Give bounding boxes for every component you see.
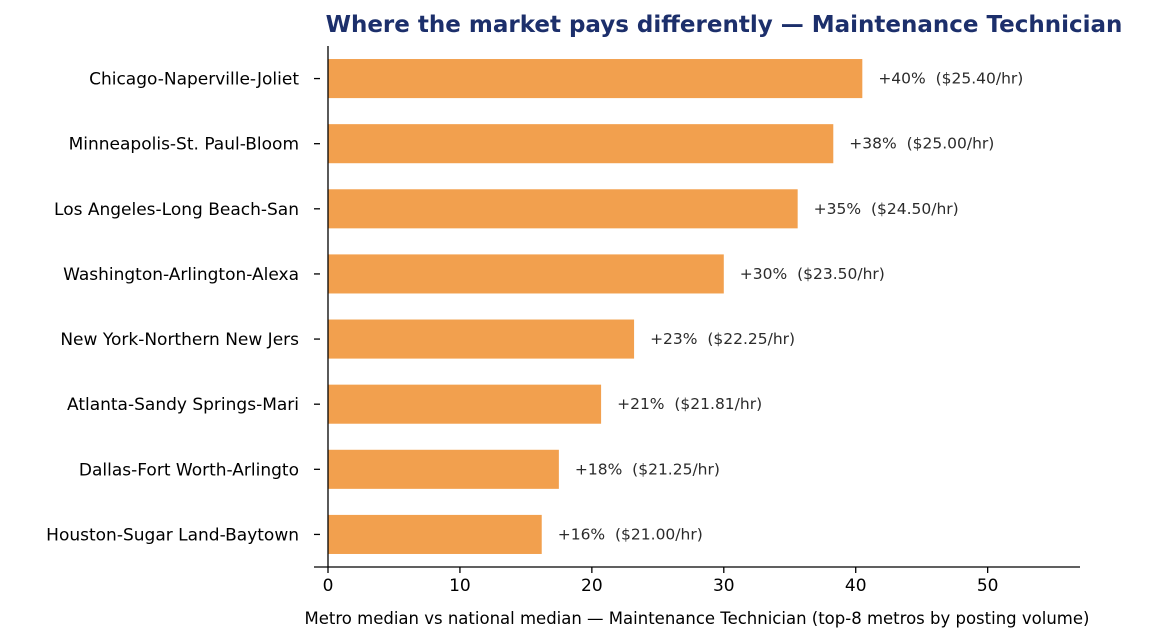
category-label: Washington-Arlington-Alexa [63,265,299,285]
category-label: Atlanta-Sandy Springs-Mari [67,395,299,415]
x-tick-label: 10 [449,576,471,596]
category-label: Chicago-Naperville-Joliet [89,70,299,90]
category-label: Dallas-Fort Worth-Arlingto [79,460,299,480]
chart-title: Where the market pays differently — Main… [326,12,1123,38]
data-label: +30% ($23.50/hr) [740,265,885,283]
data-label: +18% ($21.25/hr) [575,460,720,478]
bar [328,319,635,359]
data-label: +16% ($21.00/hr) [558,525,703,543]
category-label: Houston-Sugar Land-Baytown [46,525,299,545]
bars-group [328,59,863,554]
data-label: +21% ($21.81/hr) [617,395,762,413]
bar [328,189,798,229]
x-tick-label: 30 [713,576,735,596]
x-axis-label: Metro median vs national median — Mainte… [305,609,1090,628]
data-label: +35% ($24.50/hr) [814,200,959,218]
x-ticks: 0 10 20 30 40 50 [323,567,999,596]
category-label: Minneapolis-St. Paul-Bloom [69,135,299,155]
x-tick-label: 20 [581,576,603,596]
bar [328,514,542,554]
bar [328,449,559,489]
x-tick-label: 40 [845,576,867,596]
bar [328,59,863,99]
bar [328,254,724,294]
bar [328,384,602,424]
category-label: New York-Northern New Jers [60,330,299,350]
data-label: +38% ($25.00/hr) [849,135,994,153]
axes [314,46,1080,568]
x-tick-label: 0 [323,576,334,596]
data-labels: +40% ($25.40/hr) +38% ($25.00/hr) +35% ($2… [558,70,1024,544]
category-labels: Chicago-Naperville-Joliet Minneapolis-St.… [46,70,320,545]
category-label: Los Angeles-Long Beach-San [54,200,299,220]
data-label: +40% ($25.40/hr) [878,70,1023,88]
x-tick-label: 50 [977,576,999,596]
data-label: +23% ($22.25/hr) [650,330,795,348]
bar [328,124,834,164]
